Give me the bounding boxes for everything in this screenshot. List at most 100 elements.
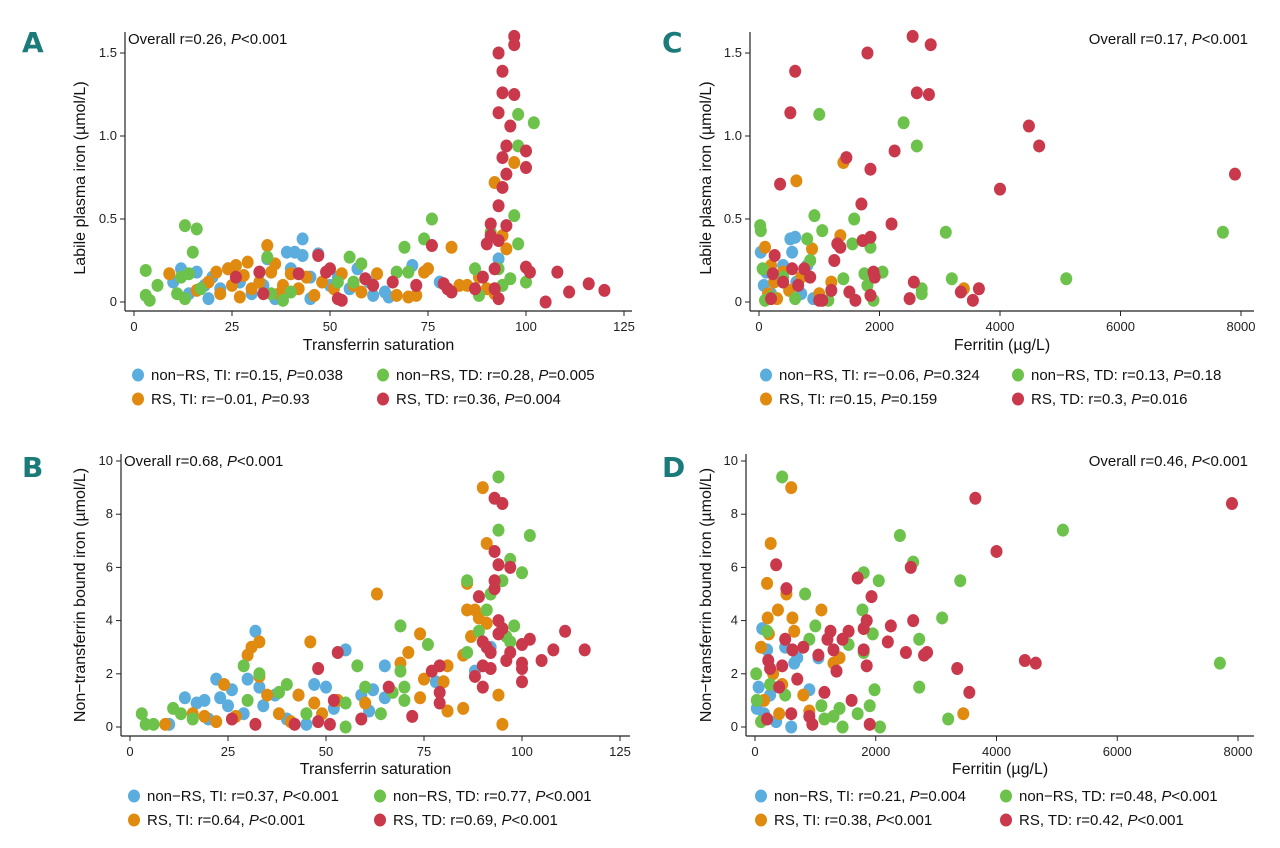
legend-swatch [128,789,140,803]
data-point [752,680,765,694]
data-point [922,88,935,101]
data-point [382,680,395,694]
panel-letter: C [662,26,683,59]
data-point [791,672,804,686]
data-point [861,46,874,60]
y-tick-label: 0 [106,719,113,734]
data-point [907,275,920,289]
x-tick-label: 0 [130,319,137,334]
data-point [284,285,297,299]
data-point [523,265,536,279]
data-point [951,661,964,675]
data-point [860,614,873,628]
x-tick-label: 25 [225,319,239,334]
series-non-rs-td [754,107,1229,307]
data-point [359,680,372,694]
data-point [508,156,521,170]
data-point [825,283,838,297]
data-point [846,237,859,251]
data-point [963,685,976,699]
data-point [288,717,301,731]
data-point [229,258,242,272]
data-point [508,29,521,43]
legend-swatch [1000,789,1012,803]
data-point [476,680,489,694]
y-axis-label: Non−transferrin bound iron (µmol/L) [72,468,89,722]
data-point [755,640,768,654]
data-point [433,659,446,673]
data-point [559,624,572,638]
legend-label: RS, TI: r=−0.01, P=0.93 [151,391,310,408]
data-point [398,693,411,707]
legend-swatch [755,789,767,803]
data-point [398,240,411,254]
data-point [899,646,912,660]
data-point [445,240,458,254]
legend-swatch [377,392,389,406]
data-point [789,292,802,306]
data-point [182,267,195,281]
legend-swatch [128,813,140,827]
x-tick-label: 125 [609,744,631,759]
data-point [178,292,191,306]
data-point [241,255,254,269]
data-point [198,693,211,707]
y-axis-label: Labile plasma iron (µmol/L) [698,81,715,274]
data-point [496,497,509,511]
data-point [942,712,955,726]
data-point [764,677,777,691]
data-point [761,576,774,590]
data-point [785,720,798,734]
panel-c: C 0 2000 4000 6000 8000 0 0.5 1.0 1.5 Ferritin (µg… [662,26,1255,408]
data-point [990,544,1003,558]
y-tick-label: 1.0 [724,128,742,143]
data-point [331,646,344,660]
legend-swatch [132,368,144,382]
data-point [374,707,387,721]
data-point [750,693,763,707]
legend-item-non-rs-ti: non−RS, TI: r=0.21, P=0.004 [755,788,966,805]
data-point [484,217,497,231]
data-point [504,119,517,133]
data-point [865,590,878,604]
data-point [257,287,270,301]
data-point [469,262,482,276]
data-point [764,536,777,550]
data-point [292,267,305,281]
data-point [476,270,489,284]
legend-item-rs-ti: RS, TI: r=0.64, P<0.001 [128,812,305,829]
data-point [272,685,285,699]
data-point [759,240,772,254]
data-point [868,270,881,284]
x-tick-label: 0 [751,744,758,759]
data-point [323,717,336,731]
data-point [425,239,438,253]
data-point [249,717,262,731]
legend-swatch [760,368,772,382]
data-point [214,287,227,301]
legend-label: non−RS, TI: r=0.21, P=0.004 [774,788,966,805]
data-point [527,116,540,130]
data-point [827,643,840,657]
data-point [492,234,505,248]
data-point [756,262,769,276]
data-point [304,635,317,649]
data-point [241,672,254,686]
legend-label: non−RS, TI: r=−0.06, P=0.324 [779,367,980,384]
legend-item-rs-ti: RS, TI: r=−0.01, P=0.93 [132,391,310,408]
data-point [190,222,203,236]
data-point [815,699,828,713]
data-point [806,242,819,256]
data-point [202,292,215,306]
data-point [848,212,861,226]
legend-item-non-rs-td: non−RS, TD: r=0.13, P=0.18 [1012,367,1221,384]
data-point [516,661,528,675]
data-point [441,704,454,718]
data-point [872,574,885,588]
data-point [840,151,853,165]
legend-item-non-rs-ti: non−RS, TI: r=0.15, P=0.038 [132,367,343,384]
y-tick-label: 4 [106,613,113,628]
data-point [1033,139,1046,153]
data-point [186,712,199,726]
data-point [496,622,509,636]
